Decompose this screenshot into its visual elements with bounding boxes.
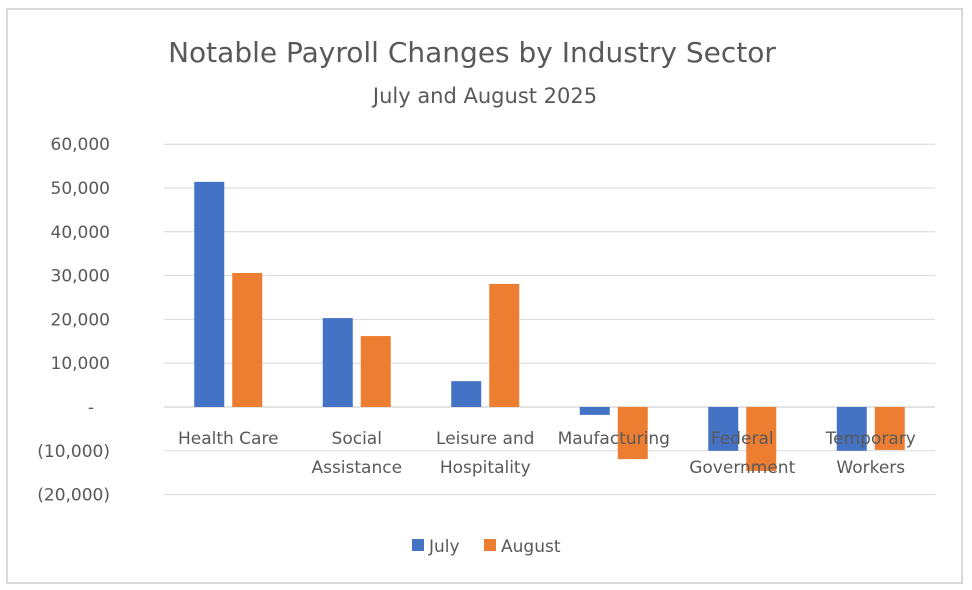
category-label: Health Care — [178, 429, 279, 449]
category-label: Assistance — [311, 458, 402, 478]
y-tick-label: 50,000 — [51, 179, 110, 199]
y-tick-label: 40,000 — [51, 223, 110, 243]
legend-label-august: August — [501, 537, 561, 557]
category-label: Hospitality — [440, 458, 531, 478]
legend-swatch-august — [484, 539, 496, 551]
category-label: Federal — [711, 429, 774, 449]
bar-july — [451, 381, 482, 407]
category-label: Maufacturing — [558, 429, 670, 449]
y-tick-label: (10,000) — [37, 442, 110, 462]
category-label: Temporary — [825, 429, 916, 449]
y-tick-label: 10,000 — [51, 354, 110, 374]
category-label: Leisure and — [436, 429, 534, 449]
bar-august — [617, 407, 648, 460]
chart-frame — [6, 8, 963, 584]
bar-july — [194, 181, 225, 407]
bar-july — [322, 318, 353, 407]
category-label: Workers — [836, 458, 905, 478]
bar-july — [708, 407, 739, 451]
chart-title: Notable Payroll Changes by Industry Sect… — [168, 36, 776, 69]
gridlines — [164, 143, 935, 496]
legend: July August — [412, 537, 561, 557]
bar-july — [579, 407, 610, 415]
y-tick-label: 20,000 — [51, 310, 110, 330]
bar-august — [746, 407, 777, 471]
category-labels: Health Care Social Assistance Leisure and Ho… — [178, 429, 916, 478]
bars — [194, 181, 905, 471]
y-tick-label: (20,000) — [37, 486, 110, 506]
bar-august — [232, 272, 263, 407]
y-axis-ticks: 60,000 50,000 40,000 30,000 20,000 10,000 - (10… — [37, 135, 110, 505]
chart-subtitle: July and August 2025 — [371, 84, 597, 108]
category-label: Social — [332, 429, 382, 449]
bar-july — [836, 407, 867, 451]
bar-august — [360, 336, 391, 407]
bar-august — [874, 407, 905, 450]
legend-label-july: July — [428, 537, 460, 557]
y-tick-label: 30,000 — [51, 267, 110, 287]
legend-swatch-july — [412, 539, 424, 551]
category-label: Government — [689, 458, 795, 478]
bar-august — [489, 283, 520, 407]
y-tick-label: - — [88, 398, 94, 418]
y-tick-label: 60,000 — [51, 135, 110, 155]
